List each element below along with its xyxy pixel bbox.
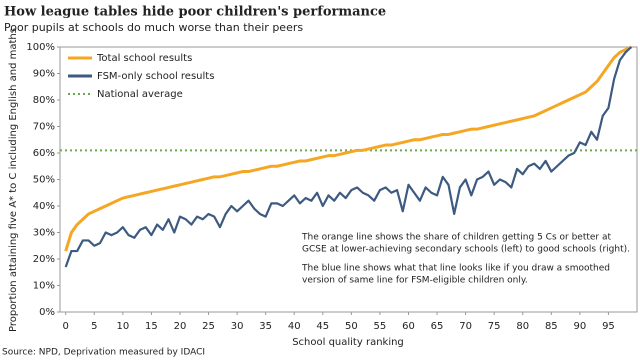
annotation: GCSE at lower-achieving secondary school… [302, 245, 630, 255]
annotation: version of same line for FSM-eligible ch… [302, 276, 528, 286]
x-tick-label: 55 [374, 321, 387, 332]
x-tick-label: 75 [488, 321, 501, 332]
x-tick-label: 60 [402, 321, 415, 332]
y-tick-label: 10% [33, 281, 55, 292]
chart-title: How league tables hide poor children's p… [4, 5, 386, 20]
x-tick-label: 0 [63, 321, 69, 332]
y-tick-label: 80% [33, 95, 55, 106]
legend-label: National average [97, 89, 183, 100]
x-tick-label: 45 [316, 321, 329, 332]
x-tick-label: 70 [459, 321, 472, 332]
x-tick-label: 65 [431, 321, 444, 332]
y-tick-label: 70% [33, 122, 55, 133]
x-tick-label: 5 [91, 321, 97, 332]
x-tick-label: 30 [231, 321, 244, 332]
x-tick-label: 90 [574, 321, 587, 332]
y-axis-label: Proportion attaining five A* to C includ… [8, 28, 19, 332]
x-tick-label: 95 [602, 321, 615, 332]
x-tick-label: 35 [259, 321, 272, 332]
x-tick-label: 15 [145, 321, 158, 332]
y-tick-label: 0% [39, 307, 55, 318]
x-tick-label: 50 [345, 321, 358, 332]
source: Source: NPD, Deprivation measured by IDA… [2, 348, 205, 358]
legend-label: FSM-only school results [97, 71, 214, 82]
series-line [64, 45, 632, 252]
y-tick-label: 100% [26, 42, 55, 53]
x-axis-label: School quality ranking [292, 337, 404, 348]
x-tick-label: 85 [545, 321, 558, 332]
legend-label: Total school results [96, 53, 192, 64]
y-tick-label: 90% [33, 69, 55, 80]
y-tick-label: 20% [33, 254, 55, 265]
series-line [64, 46, 633, 268]
y-tick-label: 60% [33, 148, 55, 159]
x-tick-label: 80 [516, 321, 529, 332]
x-tick-label: 20 [174, 321, 187, 332]
x-tick-label: 40 [288, 321, 301, 332]
y-tick-label: 30% [33, 228, 55, 239]
annotation: The blue line shows what that line looks… [301, 264, 610, 274]
annotation: The orange line shows the share of child… [301, 233, 611, 243]
x-tick-label: 25 [202, 321, 215, 332]
x-tick-label: 10 [116, 321, 129, 332]
y-tick-label: 40% [33, 201, 55, 212]
y-tick-label: 50% [33, 175, 55, 186]
chart-subtitle: Poor pupils at schools do much worse tha… [4, 21, 303, 34]
